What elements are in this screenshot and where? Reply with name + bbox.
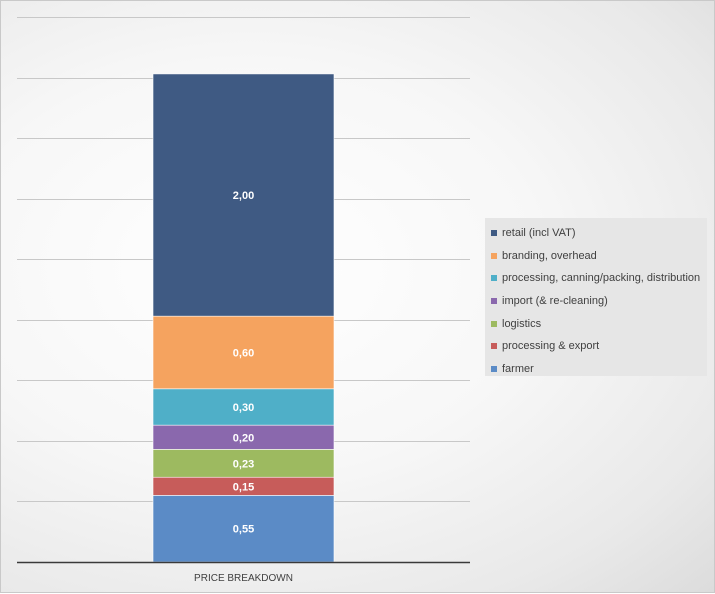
legend-label: import (& re-cleaning) (502, 295, 608, 308)
data-label: 0,60 (233, 347, 254, 359)
legend-label: branding, overhead (502, 249, 597, 262)
legend-label: farmer (502, 362, 534, 375)
data-label: 0,23 (233, 458, 254, 470)
legend-swatch (491, 230, 497, 237)
data-label: 0,20 (233, 432, 254, 444)
legend-item: import (& re-cleaning) (491, 290, 707, 313)
legend-label: processing, canning/packing, distributio… (502, 272, 701, 285)
legend-item: processing & export (491, 335, 707, 358)
legend-swatch (491, 275, 497, 282)
legend-item: processing, canning/packing, distributio… (491, 267, 707, 290)
bars (152, 73, 335, 563)
legend-item: branding, overhead (491, 245, 707, 268)
legend-item: logistics (491, 312, 707, 335)
category-label: PRICE BREAKDOWN (194, 573, 293, 584)
legend: retail (incl VAT) branding, overhead proce… (485, 218, 707, 376)
bar-segment-retail-incl-vat (152, 73, 335, 317)
legend-item: retail (incl VAT) (491, 222, 707, 245)
data-label: 2,00 (233, 190, 254, 202)
legend-label: retail (incl VAT) (502, 227, 576, 240)
legend-swatch (491, 365, 497, 372)
legend-swatch (491, 298, 497, 305)
data-label: 0,15 (233, 481, 254, 493)
legend-swatch (491, 320, 497, 327)
legend-swatch (491, 252, 497, 259)
legend-item: farmer (491, 358, 707, 381)
legend-label: logistics (502, 317, 542, 330)
legend-swatch (491, 343, 497, 350)
data-labels: 0,55 0,15 0,23 0,20 0,30 0,60 2,00 (233, 190, 254, 536)
legend-label: processing & export (502, 340, 600, 353)
data-label: 0,30 (233, 402, 254, 414)
bar-segment-farmer (152, 495, 335, 563)
bar-segment-branding-overhead (152, 315, 335, 390)
data-label: 0,55 (233, 524, 254, 536)
